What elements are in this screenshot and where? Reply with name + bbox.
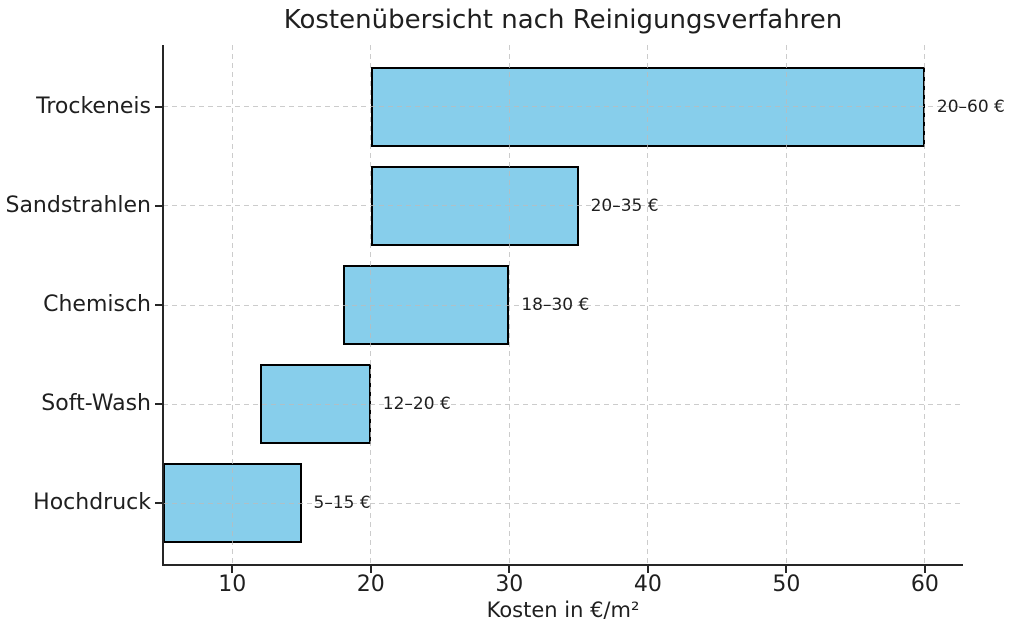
x-tick-label: 10	[218, 572, 247, 597]
y-tick	[155, 204, 163, 207]
gridline-horizontal	[163, 205, 963, 207]
x-tick	[785, 565, 788, 573]
bar-value-label: 12–20 €	[382, 394, 451, 415]
plot-area: 10 20 30 40 50 60 Trockeneis 20–60 € Sandstrahle…	[5, 45, 1005, 597]
x-tick	[508, 565, 511, 573]
y-tick	[155, 403, 163, 406]
x-tick-label: 50	[772, 572, 801, 597]
gridline-horizontal	[163, 106, 963, 108]
y-tick	[155, 502, 163, 505]
gridline-horizontal	[163, 304, 963, 306]
y-axis-spine	[162, 45, 164, 566]
x-tick-label: 20	[356, 572, 385, 597]
y-tick-label-chemisch: Chemisch	[43, 292, 151, 317]
bar-value-label: 5–15 €	[313, 493, 371, 514]
x-axis-label: Kosten in €/m²	[486, 598, 640, 622]
x-tick	[231, 565, 234, 573]
x-tick	[369, 565, 372, 573]
x-tick-label: 40	[633, 572, 662, 597]
y-tick-label-soft-wash: Soft-Wash	[41, 391, 151, 417]
y-tick-label-hochdruck: Hochdruck	[33, 490, 151, 516]
gridline-horizontal	[163, 403, 963, 405]
bar-value-label: 20–35 €	[590, 195, 659, 216]
gridline-horizontal	[163, 502, 963, 504]
y-tick-label-sandstrahlen: Sandstrahlen	[5, 192, 151, 218]
x-tick	[923, 565, 926, 573]
x-tick-label: 30	[495, 572, 524, 597]
bar-value-label: 18–30 €	[521, 295, 590, 315]
chart-title: Kostenübersicht nach Reinigungsverfahren	[283, 5, 843, 35]
x-tick	[646, 565, 649, 573]
x-tick-label: 60	[910, 572, 939, 597]
x-axis-spine	[162, 564, 963, 566]
bar-value-label: 20–60 €	[936, 96, 1005, 117]
y-tick	[155, 105, 163, 108]
y-tick	[155, 304, 163, 306]
y-tick-label-trockeneis: Trockeneis	[36, 93, 151, 119]
